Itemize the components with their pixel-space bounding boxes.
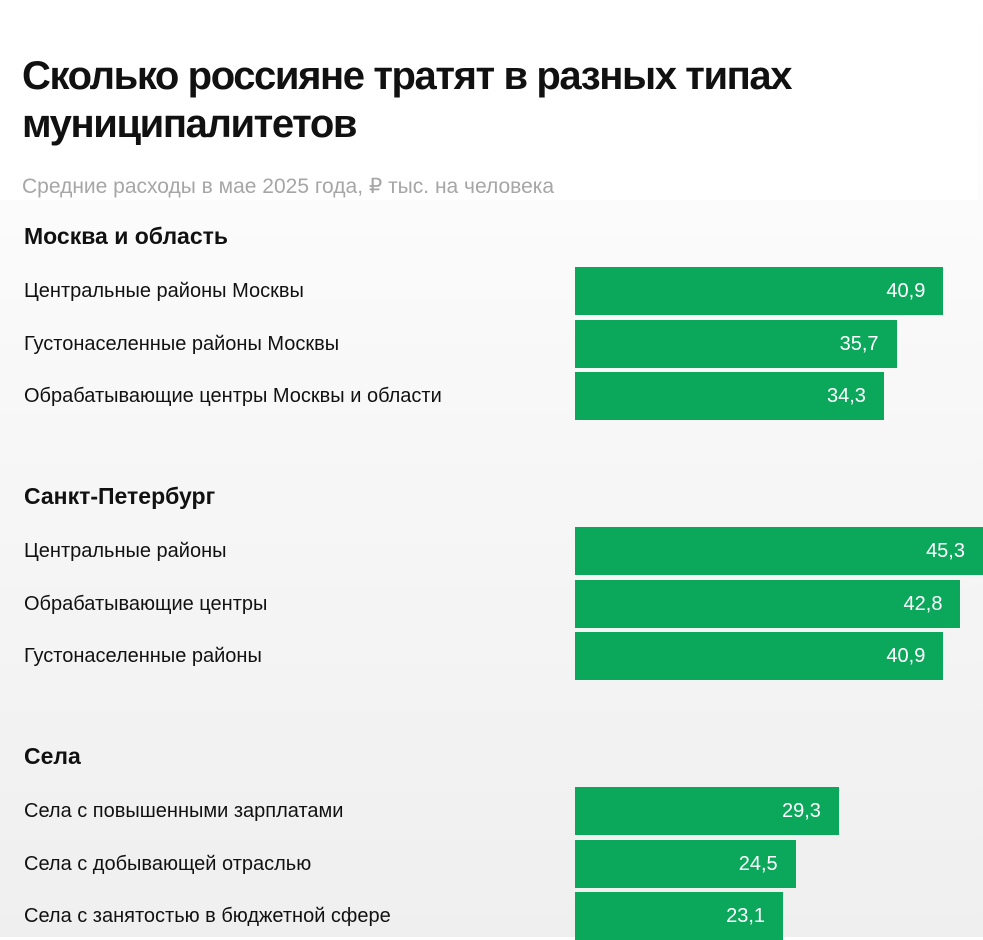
bar-row: Обрабатывающие центры Москвы и области 34…	[0, 372, 983, 420]
bar-label: Центральные районы Москвы	[24, 280, 304, 302]
group-title: Москва и область	[24, 223, 229, 249]
bar-label: Густонаселенные районы	[24, 645, 262, 667]
bar-label: Густонаселенные районы Москвы	[24, 332, 340, 355]
bar-row: Густонаселенные районы Москвы 35,7	[0, 319, 983, 368]
bar-row: Густонаселенные районы 40,9	[0, 632, 983, 680]
bar: 42,8	[575, 579, 961, 628]
bar-label: Центральные районы	[24, 540, 227, 562]
bar: 24,5	[575, 839, 796, 888]
chart-title: Сколько россияне тратят в разных типах м…	[22, 54, 793, 146]
bar-row: Села с повышенными зарплатами 29,3	[0, 787, 983, 835]
bar-row: Обрабатывающие центры 42,8	[0, 579, 983, 628]
bar: 23,1	[575, 892, 784, 940]
bar-value-label: 40,9	[886, 645, 926, 667]
bar-label: Обрабатывающие центры Москвы и области	[24, 385, 442, 407]
bar-row: Центральные районы Москвы 40,9	[0, 267, 983, 315]
bar-row: Села с добывающей отраслью 24,5	[0, 839, 983, 888]
bar: 34,3	[575, 372, 884, 420]
bar-value-label: 23,1	[726, 905, 766, 927]
bar-value-label: 29,3	[781, 800, 821, 822]
bar-value-label: 34,3	[826, 385, 866, 407]
group-title: Села	[24, 743, 81, 769]
bar-label: Села с добывающей отраслью	[24, 852, 312, 875]
bar-label: Села с занятостью в бюджетной сфере	[24, 905, 391, 927]
bar-row: Центральные районы 45,3	[0, 527, 983, 575]
bar: 40,9	[575, 267, 944, 315]
group-title: Санкт-Петербург	[24, 483, 216, 509]
chart-subtitle: Средние расходы в мае 2025 года, ₽ тыс. …	[22, 175, 555, 198]
bar-value-label: 40,9	[886, 280, 926, 302]
bar-chart: Москва и область Центральные районы Москв…	[0, 200, 983, 940]
bar-value-label: 45,3	[926, 540, 965, 562]
bar: 45,3	[575, 527, 983, 575]
bar: 40,9	[575, 632, 944, 680]
chart-header: Сколько россияне тратят в разных типах м…	[0, 0, 978, 200]
bar-value-label: 42,8	[903, 592, 943, 615]
bar-label: Села с повышенными зарплатами	[24, 800, 344, 822]
bar-value-label: 24,5	[738, 852, 778, 875]
bar-label: Обрабатывающие центры	[24, 592, 268, 615]
bar: 35,7	[575, 319, 897, 368]
bar: 29,3	[575, 787, 839, 835]
bar-value-label: 35,7	[839, 332, 879, 355]
bar-row: Села с занятостью в бюджетной сфере 23,1	[0, 892, 983, 940]
